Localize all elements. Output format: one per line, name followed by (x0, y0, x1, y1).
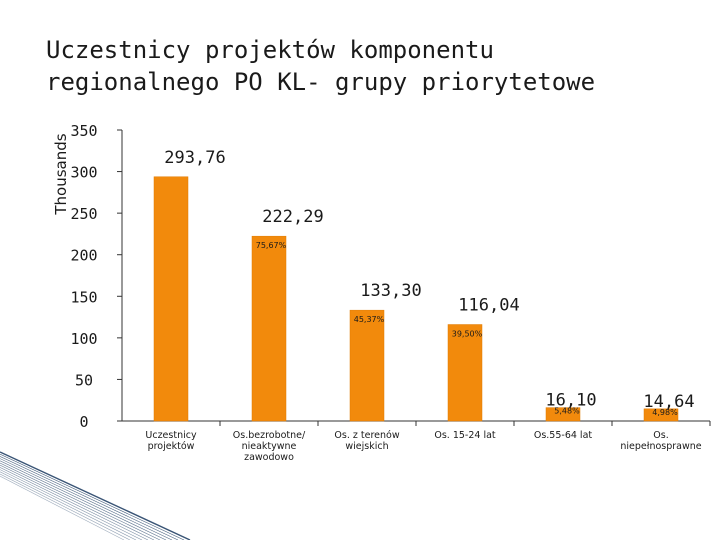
data-label: 293,76 (164, 148, 225, 168)
x-tick-label: Os.55-64 lat (534, 430, 593, 441)
decoration-line (0, 462, 161, 540)
y-tick-label: 0 (79, 413, 88, 431)
percent-label: 4,98% (652, 408, 678, 417)
data-label: 116,04 (458, 296, 519, 316)
y-tick-label: 150 (70, 288, 97, 306)
data-label: 222,29 (262, 207, 323, 227)
y-tick-label: 200 (70, 247, 97, 265)
x-tick-label: niepełnosprawne (620, 441, 701, 452)
y-tick-label: 250 (70, 205, 97, 223)
x-tick-label: wiejskich (345, 441, 388, 452)
percent-label: 39,50% (452, 330, 483, 339)
percent-label: 75,67% (256, 241, 287, 250)
percent-label: 5,48% (554, 407, 580, 416)
bar (447, 324, 483, 422)
chart-title-line-2: regionalnego PO KL- grupy priorytetowe (46, 68, 596, 96)
x-tick-label: Os. (653, 430, 668, 441)
percent-label: 45,37% (354, 315, 385, 324)
y-tick-label: 350 (70, 122, 97, 140)
decoration-line (0, 475, 125, 540)
decoration-line (0, 456, 179, 540)
decoration-line (0, 471, 137, 540)
x-tick-label: Os.bezrobotne/ (233, 430, 306, 441)
decoration-line (0, 458, 173, 540)
data-label: 133,30 (360, 281, 421, 301)
bar (251, 235, 287, 422)
decoration-line (0, 460, 167, 540)
y-tick-label: 100 (70, 330, 97, 348)
decoration-line (0, 473, 131, 540)
decoration-line (0, 453, 185, 540)
x-tick-label: Uczestnicy (145, 430, 197, 441)
bar (643, 408, 679, 422)
decoration-line (0, 464, 155, 540)
decoration-line (0, 451, 191, 540)
bar (349, 309, 385, 422)
chart-title: Uczestnicy projektów komponentu regional… (46, 34, 686, 98)
corner-decoration (0, 451, 191, 540)
y-tick-label: 50 (75, 371, 93, 389)
data-label: 16,10 (545, 391, 596, 411)
x-tick-label: zawodowo (244, 452, 294, 463)
chart-title-line-1: Uczestnicy projektów komponentu (46, 36, 494, 64)
x-tick-label: Os. z terenów (334, 430, 399, 441)
y-tick-label: 300 (70, 164, 97, 182)
bar (545, 407, 581, 422)
y-axis-label: Thousands (52, 133, 70, 215)
x-tick-label: projektów (148, 441, 195, 452)
decoration-line (0, 469, 143, 540)
x-tick-label: nieaktywne (242, 441, 297, 452)
decoration-line (0, 467, 149, 540)
bar (153, 176, 189, 422)
data-label: 14,64 (643, 392, 694, 412)
x-tick-label: Os. 15-24 lat (434, 430, 496, 441)
